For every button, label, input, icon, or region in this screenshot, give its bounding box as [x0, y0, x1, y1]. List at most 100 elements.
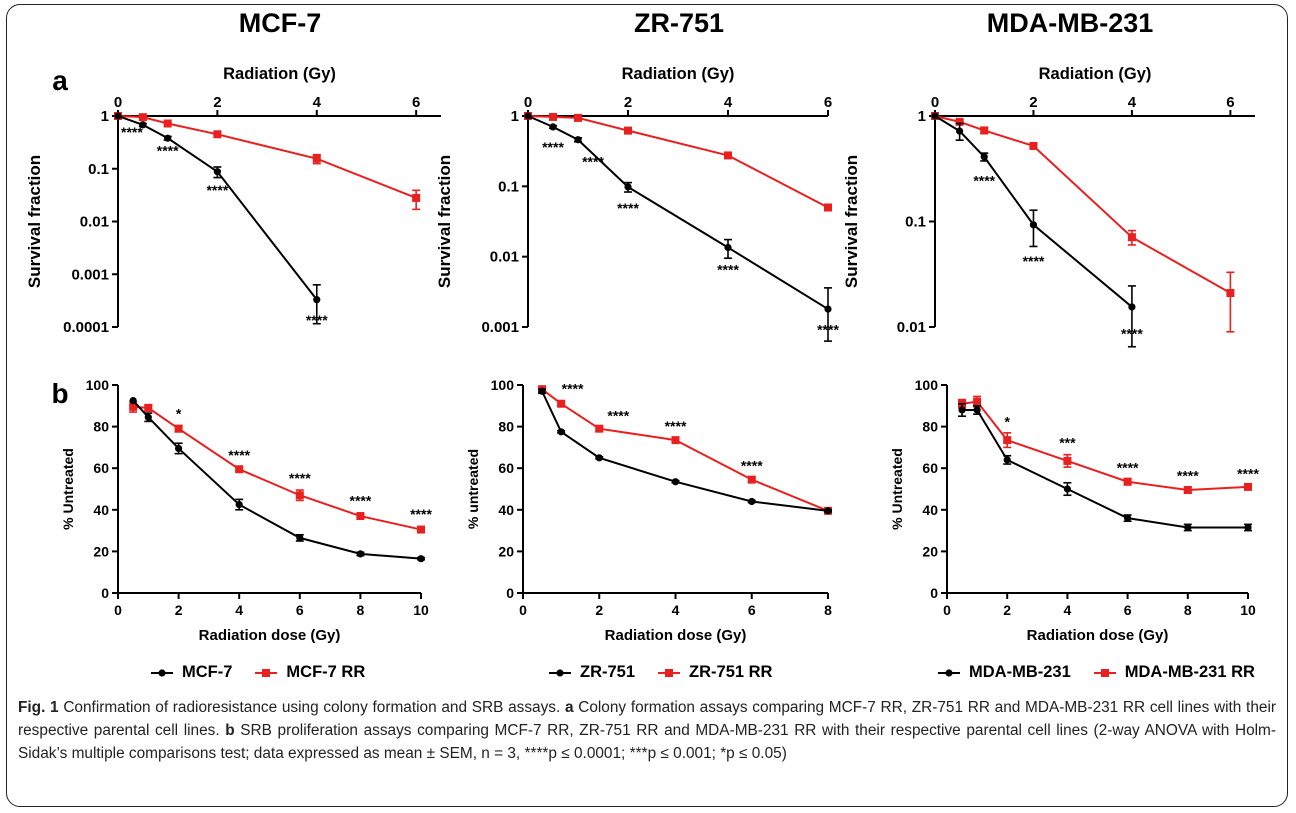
data-point — [824, 305, 831, 312]
legend-item-parental: ZR-751 — [548, 663, 635, 682]
legend-marker-red — [657, 668, 681, 678]
y-tick-label: 0.1 — [88, 161, 109, 178]
data-point — [164, 135, 171, 142]
y-axis-title: % untreated — [465, 449, 481, 529]
series-rr — [114, 112, 420, 209]
y-tick-label: 80 — [93, 419, 109, 435]
y-tick-label: 20 — [498, 543, 514, 559]
y-axis-title: Survival fraction — [435, 155, 454, 288]
legend-marker-black — [150, 668, 174, 678]
y-tick-label: 100 — [915, 377, 939, 393]
data-point — [356, 512, 364, 520]
data-point — [313, 155, 321, 163]
legend-label: ZR-751 RR — [689, 663, 772, 682]
data-point — [1004, 456, 1011, 463]
panel-label-b: b — [51, 378, 68, 409]
x-tick-label: 6 — [748, 602, 756, 618]
y-tick-label: 80 — [922, 419, 938, 435]
data-point — [931, 112, 938, 119]
data-point — [236, 501, 243, 508]
significance-label: **** — [350, 493, 372, 509]
legend-label: MDA-MB-231 RR — [1125, 663, 1255, 682]
x-axis-title: Radiation (Gy) — [622, 65, 735, 83]
data-point — [1226, 289, 1234, 297]
x-tick-label: 0 — [931, 94, 939, 111]
legend-label: ZR-751 — [580, 663, 635, 682]
y-tick-label: 80 — [498, 419, 514, 435]
series-line — [528, 116, 828, 208]
data-point — [296, 491, 304, 499]
significance-label: **** — [289, 470, 311, 486]
y-tick-label: 1 — [918, 108, 926, 125]
data-point — [958, 406, 965, 413]
significance-label: * — [1004, 414, 1010, 430]
data-point — [574, 114, 582, 122]
x-tick-label: 0 — [943, 602, 951, 618]
x-tick-label: 4 — [1128, 94, 1137, 111]
data-point — [1063, 457, 1071, 465]
data-point — [538, 388, 545, 395]
y-tick-label: 40 — [93, 502, 109, 518]
chart-a-1: 0 2 4 610.10.010.001Radiation (Gy)Survival … — [435, 65, 839, 341]
significance-label: **** — [582, 154, 604, 170]
significance-label: **** — [717, 261, 739, 277]
data-point — [313, 296, 320, 303]
y-tick-label: 1 — [101, 108, 109, 125]
data-point — [549, 123, 556, 130]
legend-label: MDA-MB-231 — [969, 663, 1071, 682]
y-axis-title: % Untreated — [889, 448, 905, 530]
data-point — [1128, 233, 1136, 241]
x-tick-label: 2 — [213, 94, 221, 111]
data-point — [748, 498, 755, 505]
y-tick-label: 60 — [498, 460, 514, 476]
data-point — [164, 120, 172, 128]
y-tick-label: 0.0001 — [63, 319, 109, 336]
data-point — [145, 414, 152, 421]
x-tick-label: 6 — [296, 602, 304, 618]
caption-a-label: a — [565, 699, 574, 716]
y-tick-label: 100 — [86, 377, 110, 393]
y-tick-label: 20 — [93, 543, 109, 559]
series-parental — [130, 397, 425, 562]
x-tick-label: 10 — [413, 602, 429, 618]
data-point — [296, 534, 303, 541]
x-tick-label: 6 — [1124, 602, 1132, 618]
data-point — [574, 136, 581, 143]
data-point — [417, 555, 424, 562]
legend-mcf7: MCF-7 MCF-7 RR — [150, 663, 387, 682]
x-tick-label: 6 — [1226, 94, 1234, 111]
data-point — [596, 454, 603, 461]
x-tick-label: 6 — [412, 94, 420, 111]
data-point — [1003, 436, 1011, 444]
x-tick-label: 4 — [1064, 602, 1072, 618]
data-point — [1030, 221, 1037, 228]
significance-label: **** — [157, 142, 179, 158]
series-line — [528, 116, 828, 309]
data-point — [558, 428, 565, 435]
data-point — [724, 151, 732, 159]
x-tick-label: 4 — [724, 94, 733, 111]
y-axis-title: Survival fraction — [842, 155, 861, 288]
significance-label: **** — [1121, 325, 1143, 341]
data-point — [1124, 478, 1132, 486]
legend-marker-red — [254, 668, 278, 678]
legend-item-parental: MCF-7 — [150, 663, 232, 682]
y-axis-title: % Untreated — [60, 448, 76, 530]
data-point — [557, 400, 565, 408]
significance-label: **** — [542, 139, 564, 155]
data-point — [175, 445, 182, 452]
chart-a-0: 0 2 4 6 1 0.1 0.01 0.001 0.0001 Radiation (Gy) Sur… — [25, 65, 441, 336]
data-point — [824, 507, 831, 514]
series-parental — [524, 112, 832, 341]
series-rr — [538, 385, 832, 515]
legend-item-rr: MDA-MB-231 RR — [1093, 663, 1255, 682]
y-tick-label: 60 — [922, 460, 938, 476]
significance-label: **** — [562, 380, 584, 396]
legend-item-rr: MCF-7 RR — [254, 663, 365, 682]
series-rr — [129, 402, 425, 534]
significance-label: **** — [973, 172, 995, 188]
data-point — [824, 204, 832, 212]
y-tick-label: 0.001 — [71, 266, 109, 283]
